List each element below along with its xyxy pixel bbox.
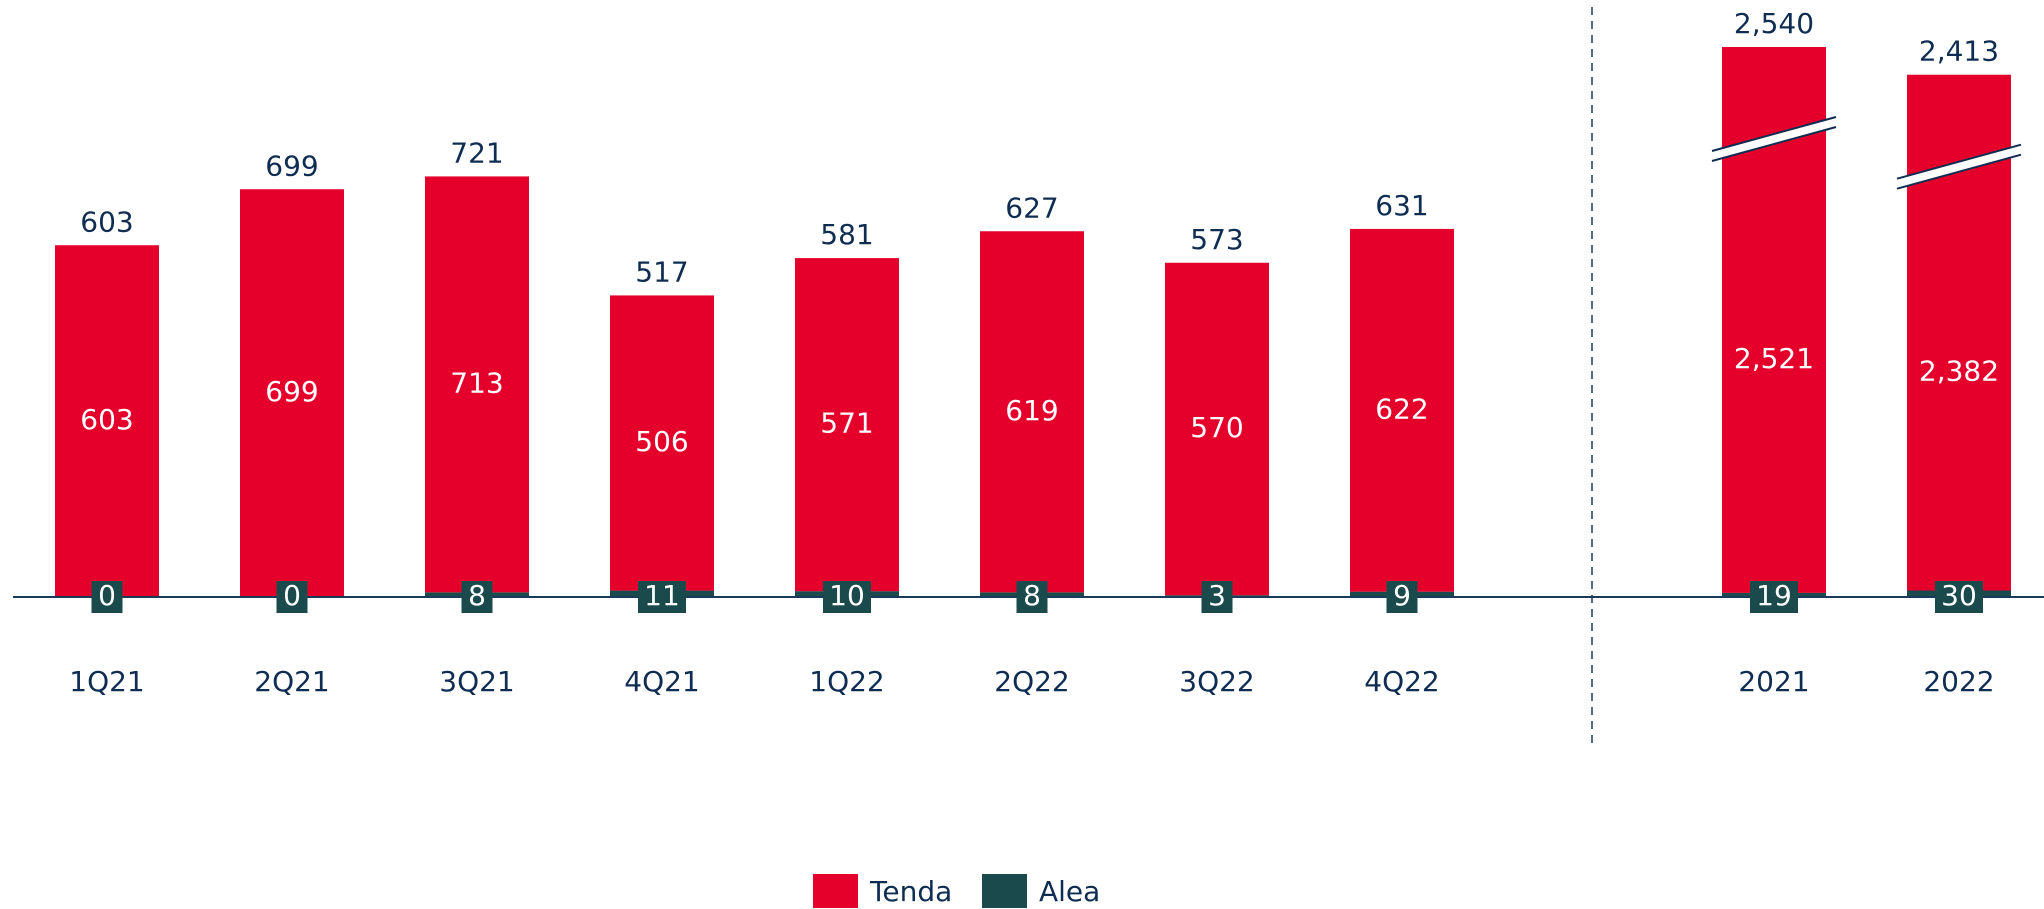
- x-tick-label: 1Q22: [809, 665, 884, 698]
- x-tick-label: 4Q22: [1364, 665, 1439, 698]
- bar-segment: [1350, 228, 1454, 592]
- bar-segment: [980, 231, 1084, 593]
- legend-swatch: [813, 874, 858, 908]
- data-label: 622: [1375, 392, 1428, 425]
- axis-break: [1712, 116, 1836, 161]
- bar-segment: [1165, 262, 1269, 596]
- data-label: 10: [829, 579, 865, 612]
- data-label-box: [1201, 581, 1233, 613]
- legend-swatch: [982, 874, 1027, 908]
- bar-segment: [240, 189, 344, 597]
- data-label-box: [1750, 581, 1798, 613]
- x-tick-label: 3Q21: [439, 665, 514, 698]
- total-label: 627: [1005, 191, 1058, 224]
- data-label: 9: [1393, 579, 1411, 612]
- data-label-box: [461, 581, 493, 613]
- data-label-box: [638, 581, 686, 613]
- x-tick-label: 2Q21: [254, 665, 329, 698]
- data-label: 571: [820, 407, 873, 440]
- axis-break: [1711, 126, 1837, 162]
- x-tick-label: 3Q22: [1179, 665, 1254, 698]
- x-tick-label: 2021: [1738, 665, 1809, 698]
- x-tick-label: 4Q21: [624, 665, 699, 698]
- total-label: 573: [1190, 223, 1243, 256]
- data-label: 603: [80, 403, 133, 436]
- data-label-box: [276, 581, 308, 613]
- data-label: 8: [468, 579, 486, 612]
- x-tick-label: 1Q21: [69, 665, 144, 698]
- axis-break: [1896, 143, 2022, 180]
- data-label-box: [1935, 581, 1983, 613]
- data-label: 506: [635, 425, 688, 458]
- axis-break: [1897, 144, 2021, 189]
- bar-segment: [610, 295, 714, 591]
- total-label: 603: [80, 205, 133, 238]
- legend: Tenda Alea: [813, 874, 1100, 908]
- data-label-box: [91, 581, 123, 613]
- data-label-box: [1386, 581, 1418, 613]
- data-label: 0: [283, 579, 301, 612]
- total-label: 581: [820, 218, 873, 251]
- data-label: 3: [1208, 579, 1226, 612]
- data-label-box: [1016, 581, 1048, 613]
- axis-break: [1896, 153, 2022, 190]
- bar-segment: [795, 258, 899, 592]
- legend-label: Alea: [1039, 875, 1100, 908]
- data-label: 30: [1941, 579, 1977, 612]
- total-label: 2,413: [1919, 35, 1999, 68]
- x-tick-label: 2022: [1923, 665, 1994, 698]
- data-label: 699: [265, 375, 318, 408]
- data-label: 2,382: [1919, 355, 1999, 388]
- total-label: 517: [635, 255, 688, 288]
- data-label: 619: [1005, 394, 1058, 427]
- axis-break: [1711, 116, 1837, 152]
- data-label: 2,521: [1734, 342, 1814, 375]
- data-label: 713: [450, 366, 503, 399]
- bar-segment: [425, 176, 529, 593]
- bar-segment: [55, 245, 159, 597]
- legend-label: Tenda: [869, 875, 952, 908]
- total-label: 721: [450, 136, 503, 169]
- total-label: 2,540: [1734, 7, 1814, 40]
- data-label: 570: [1190, 411, 1243, 444]
- data-label: 0: [98, 579, 116, 612]
- data-label-box: [823, 581, 871, 613]
- total-label: 699: [265, 149, 318, 182]
- data-label: 8: [1023, 579, 1041, 612]
- total-label: 631: [1375, 189, 1428, 222]
- x-tick-label: 2Q22: [994, 665, 1069, 698]
- data-label: 19: [1756, 579, 1792, 612]
- data-label: 11: [644, 579, 680, 612]
